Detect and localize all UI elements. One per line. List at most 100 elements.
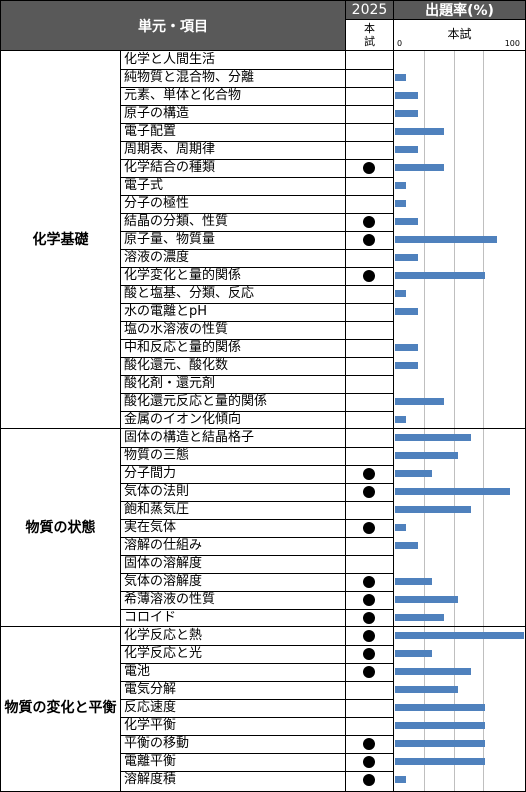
rate-bar (395, 758, 486, 765)
topic-name: 結晶の分類、性質 (124, 214, 229, 229)
rate-bar (395, 452, 459, 459)
honshi-char-1: 本 (364, 21, 375, 35)
exam-2025-dot (363, 162, 375, 174)
row-divider (120, 735, 394, 736)
chart-gridline (483, 51, 484, 791)
header-bottom-border (0, 50, 526, 51)
row-divider (120, 321, 394, 322)
year-header-label: 2025 (351, 2, 388, 18)
row-divider (120, 483, 394, 484)
scale-max-label: 100 (504, 39, 520, 48)
topic-name: 固体の構造と結晶格子 (124, 430, 255, 445)
unit-item-header-label: 単元・項目 (138, 18, 208, 35)
rate-bar (395, 92, 419, 99)
rate-bar (395, 524, 406, 531)
rate-bar (395, 308, 419, 315)
topic-name: 化学結合の種類 (124, 160, 216, 175)
row-divider (120, 393, 394, 394)
row-divider (120, 87, 394, 88)
rate-bar (395, 344, 419, 351)
rate-bar (395, 650, 433, 657)
exam-2025-dot (363, 270, 375, 282)
topic-name: 周期表、周期律 (124, 142, 216, 157)
rate-subheader-label: 本試 (447, 27, 472, 41)
topic-name: 分子間力 (124, 466, 177, 481)
left-border (0, 0, 1, 792)
topic-name: 実在気体 (124, 520, 177, 535)
col-divider-year (345, 0, 346, 792)
rate-bar (395, 416, 406, 423)
exam-2025-dot (363, 756, 375, 768)
topic-name: コロイド (124, 610, 177, 625)
row-divider (120, 663, 394, 664)
row-divider (120, 573, 394, 574)
topic-name: 水の電離とpH (124, 304, 208, 319)
rate-bar (395, 578, 433, 585)
unit-item-header: 単元・項目 (1, 1, 345, 50)
row-divider (120, 177, 394, 178)
row-divider (120, 555, 394, 556)
rate-bar (395, 146, 419, 153)
row-divider (120, 447, 394, 448)
topic-name: 分子の極性 (124, 196, 190, 211)
topic-name: 化学反応と光 (124, 646, 203, 661)
row-divider (120, 195, 394, 196)
rate-bar (395, 218, 419, 225)
row-divider (120, 537, 394, 538)
col-divider-rate (393, 0, 394, 792)
topic-name: 化学変化と量的関係 (124, 268, 242, 283)
exam-2025-dot (363, 594, 375, 606)
exam-2025-dot (363, 612, 375, 624)
honshi-char-2: 試 (364, 34, 375, 48)
rate-subheader: 本試 0 100 (394, 19, 525, 50)
topic-name: 希薄溶液の性質 (124, 592, 216, 607)
topic-name: 電池 (124, 664, 151, 679)
row-divider (120, 465, 394, 466)
topic-name: 塩の水溶液の性質 (124, 322, 229, 337)
rate-bar (395, 164, 445, 171)
topic-name: 原子量、物質量 (124, 232, 216, 247)
topic-name: 酸と塩基、分類、反応 (124, 286, 255, 301)
topic-name: 純物質と混合物、分離 (124, 70, 255, 85)
row-divider (120, 753, 394, 754)
topic-name: 原子の構造 (124, 106, 190, 121)
honshi-vertical-label: 本 試 (346, 19, 393, 50)
topic-name: 中和反応と量的関係 (124, 340, 242, 355)
topic-name: 溶解の仕組み (124, 538, 203, 553)
exam-2025-dot (363, 522, 375, 534)
chart-gridline (454, 51, 455, 791)
rate-bar (395, 488, 510, 495)
exam-2025-dot (363, 648, 375, 660)
topic-name: 溶液の濃度 (124, 250, 190, 265)
rate-header: 出題率(%) (394, 1, 525, 19)
row-divider (120, 645, 394, 646)
topic-name: 気体の溶解度 (124, 574, 203, 589)
row-divider (120, 285, 394, 286)
topic-name: 平衡の移動 (124, 736, 190, 751)
topic-name: 酸化還元反応と量的関係 (124, 394, 268, 409)
row-divider (120, 609, 394, 610)
rate-bar (395, 236, 497, 243)
group-divider (0, 626, 526, 627)
row-divider (120, 771, 394, 772)
rate-bar (395, 254, 419, 261)
topic-name: 金属のイオン化傾向 (124, 412, 242, 427)
rate-bar (395, 128, 445, 135)
exam-2025-dot (363, 774, 375, 786)
scale-min-label: 0 (397, 39, 403, 48)
topic-name: 溶解度積 (124, 772, 177, 787)
row-divider (120, 411, 394, 412)
topic-name: 化学と人間生活 (124, 52, 216, 67)
row-divider (120, 519, 394, 520)
rate-bar (395, 272, 486, 279)
row-divider (120, 501, 394, 502)
topic-name: 飽和蒸気圧 (124, 502, 190, 517)
rate-bar (395, 632, 524, 639)
col-divider-group (120, 51, 121, 792)
row-divider (120, 141, 394, 142)
rate-bar (395, 398, 445, 405)
rate-bar (395, 668, 472, 675)
group-label: 物質の状態 (25, 519, 96, 536)
topic-name: 酸化剤・還元剤 (124, 376, 216, 391)
top-border (0, 0, 526, 1)
